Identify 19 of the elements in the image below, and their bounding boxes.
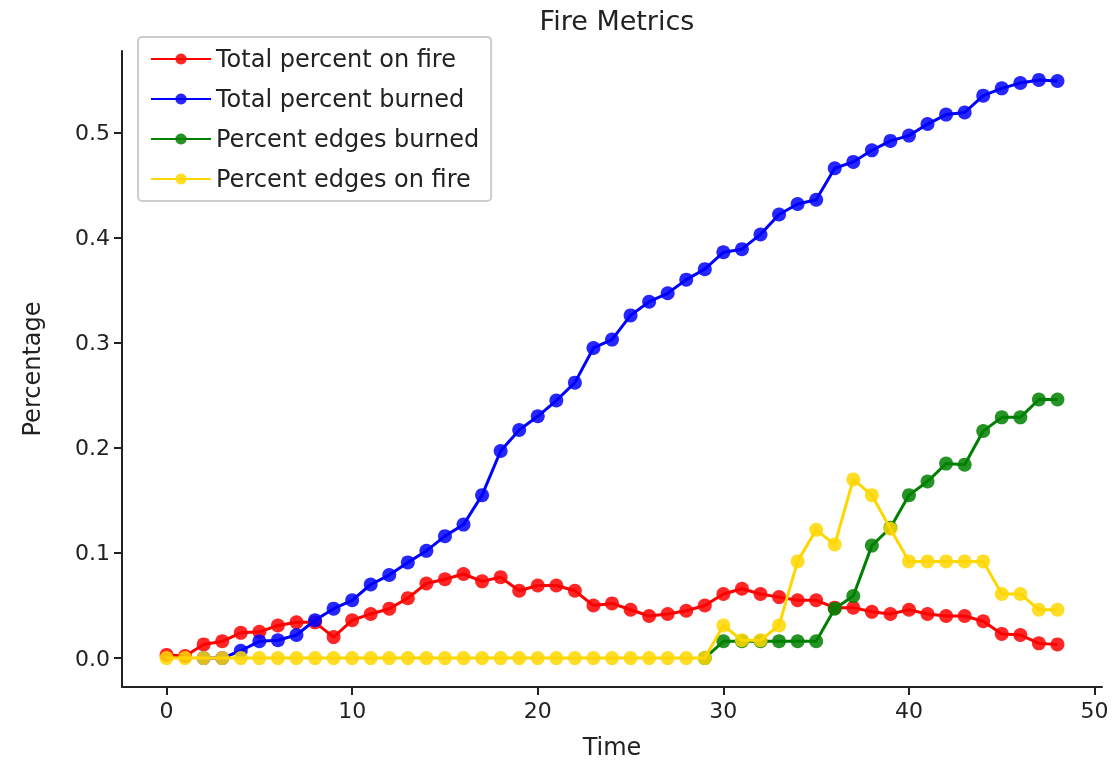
x-tick-label: 20 (523, 697, 552, 723)
y-axis-title: Percentage (18, 301, 46, 437)
x-tick-label: 40 (894, 697, 923, 723)
chart-title: Fire Metrics (539, 5, 695, 36)
y-tick-label: 0.3 (75, 330, 110, 356)
legend-label: Percent edges burned (216, 125, 480, 153)
x-tick-label: 10 (338, 697, 367, 723)
y-tick-label: 0.4 (75, 225, 110, 251)
x-tick-label: 0 (159, 697, 174, 723)
legend-label: Percent edges on fire (216, 165, 471, 193)
legend-label: Total percent on fire (215, 45, 456, 73)
y-tick-label: 0.5 (75, 119, 110, 145)
y-tick-label: 0.2 (75, 435, 110, 461)
y-tick-label: 0.0 (75, 645, 110, 671)
x-tick-label: 30 (709, 697, 738, 723)
x-axis-title: Time (581, 733, 642, 761)
x-tick-label: 50 (1080, 697, 1109, 723)
y-tick-label: 0.1 (75, 540, 110, 566)
legend-label: Total percent burned (215, 85, 465, 113)
